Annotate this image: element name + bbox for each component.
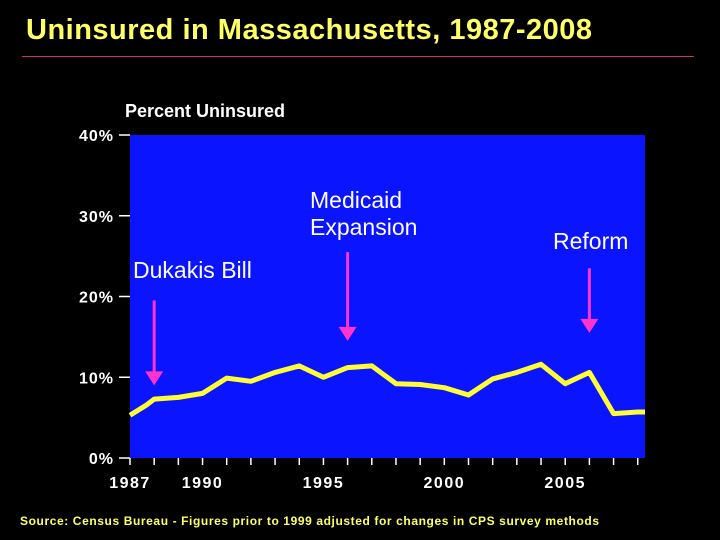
- y-tick-label: 40%: [79, 128, 114, 145]
- annotation-label-line: Medicaid: [310, 187, 402, 213]
- y-axis-title: Percent Uninsured: [125, 101, 285, 121]
- x-tick-label: 1990: [182, 475, 224, 492]
- annotation-label: Dukakis Bill: [133, 257, 252, 283]
- annotation-label-line: Reform: [553, 228, 628, 254]
- annotation-arrow-head: [145, 371, 164, 386]
- x-tick-label: 2005: [544, 475, 586, 492]
- slide-title: Uninsured in Massachusetts, 1987-2008: [26, 14, 593, 46]
- title-divider: [22, 56, 694, 57]
- y-tick-label: 10%: [79, 370, 114, 387]
- plot-area: [130, 135, 645, 458]
- x-tick-label: 1995: [303, 475, 345, 492]
- annotation-label-line: Dukakis Bill: [133, 257, 252, 283]
- y-tick-label: 30%: [79, 209, 114, 226]
- annotation-label: Medicaid Expansion: [310, 187, 417, 240]
- x-tick-label: 2000: [424, 475, 466, 492]
- series-line: [128, 361, 645, 418]
- annotation-arrow-head: [580, 318, 599, 333]
- y-tick-label: 20%: [79, 290, 114, 307]
- annotation-label: Reform: [553, 228, 628, 254]
- y-tick-label: 0%: [89, 451, 114, 468]
- source-footnote: Source: Census Bureau - Figures prior to…: [20, 514, 600, 528]
- annotation-label-line: Expansion: [310, 214, 417, 240]
- annotation-arrow-head: [338, 326, 357, 341]
- x-tick-label: 1987: [109, 475, 151, 492]
